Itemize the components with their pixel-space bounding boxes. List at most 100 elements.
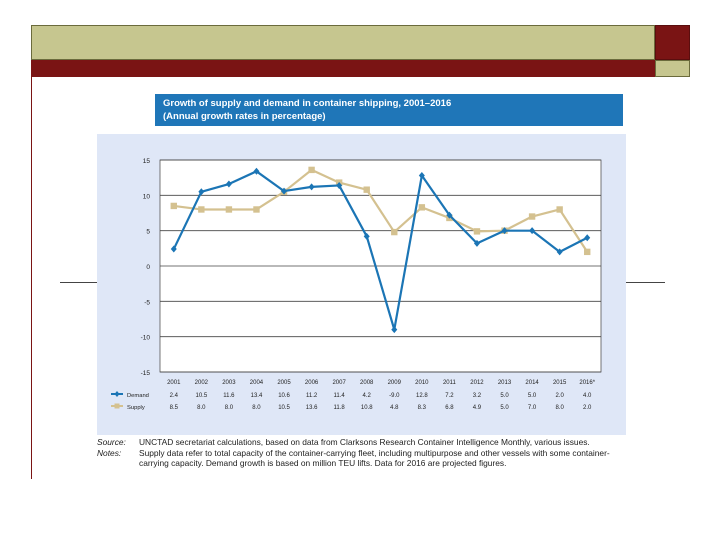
supply-point [253, 206, 260, 213]
x-tick-label: 2006 [305, 380, 319, 386]
demand-point [281, 187, 288, 195]
legend-marker [114, 391, 120, 397]
supply-point [308, 166, 315, 174]
supply-point [556, 206, 563, 213]
data-label: -9.0 [389, 393, 400, 399]
data-label: 8.0 [555, 405, 564, 411]
x-tick-label: 2007 [332, 380, 346, 386]
data-label: 8.0 [225, 405, 234, 411]
data-label: 4.2 [363, 393, 372, 399]
figure-panel: Growth of supply and demand in container… [97, 92, 626, 480]
data-label: 10.5 [196, 393, 208, 399]
demand-point [363, 232, 370, 240]
x-tick-label: 2004 [250, 380, 264, 386]
x-tick-label: 2014 [525, 380, 539, 386]
demand-point [198, 188, 205, 196]
y-tick-label: 5 [146, 229, 150, 236]
demand-point [446, 211, 453, 219]
x-tick-label: 2005 [277, 380, 291, 386]
supply-point [170, 202, 177, 210]
figure-notes: Source: UNCTAD secretariat calculations,… [97, 437, 626, 469]
data-label: 4.9 [473, 405, 482, 411]
data-label: 8.3 [418, 405, 427, 411]
data-label: 7.2 [445, 393, 454, 399]
supply-point [418, 204, 426, 211]
supply-point [363, 186, 370, 193]
y-tick-label: -5 [144, 299, 150, 306]
data-label: 11.2 [306, 393, 318, 399]
corner-square-top [655, 25, 690, 60]
legend-label: Demand [127, 393, 149, 399]
demand-point [391, 326, 398, 334]
data-label: 13.6 [306, 405, 318, 411]
supply-point [584, 248, 591, 256]
corner-square-bottom [655, 60, 690, 77]
y-tick-label: -15 [141, 370, 151, 377]
data-label: 5.0 [500, 393, 509, 399]
series-line-demand [172, 170, 588, 331]
supply-point [391, 228, 398, 236]
demand-point [253, 167, 260, 175]
demand-point [473, 239, 480, 247]
data-label: 2.0 [555, 393, 564, 399]
line-chart: 15 10 5 0 -5 -10 -15 2001 2002 2003 2004 2005 2006 20… [111, 158, 602, 411]
demand-point [336, 181, 343, 189]
demand-point [225, 180, 232, 188]
notes-label: Notes: [97, 447, 122, 458]
demand-point [170, 245, 177, 253]
series-line-supply [173, 168, 589, 253]
data-label: 5.0 [528, 393, 537, 399]
chart-title-box: Growth of supply and demand in container… [155, 94, 623, 126]
x-tick-label: 2008 [360, 380, 374, 386]
header-band [31, 25, 655, 60]
data-label: 11.6 [223, 393, 235, 399]
y-tick-label: -10 [141, 335, 151, 342]
x-tick-label: 2002 [195, 380, 209, 386]
demand-point [584, 234, 591, 242]
chart-title: Growth of supply and demand in container… [163, 98, 452, 109]
x-tick-label: 2012 [470, 380, 484, 386]
data-label: 13.4 [251, 393, 263, 399]
source-text: UNCTAD secretariat calculations, based o… [139, 437, 590, 447]
supply-point [198, 206, 205, 213]
legend-label: Supply [127, 405, 145, 411]
x-tick-label: 2015 [553, 380, 567, 386]
data-label: 11.8 [334, 405, 346, 411]
demand-point [501, 227, 508, 235]
legend-marker [114, 403, 120, 409]
data-label: 7.0 [528, 405, 537, 411]
header-stripe [31, 60, 655, 77]
y-tick-label: 15 [143, 158, 151, 165]
data-label: 5.0 [500, 405, 509, 411]
chart-subtitle: (Annual growth rates in percentage) [163, 111, 326, 122]
data-label: 10.8 [361, 405, 373, 411]
data-label: 2.0 [583, 405, 592, 411]
demand-point [556, 248, 563, 256]
data-label: 6.8 [445, 405, 454, 411]
demand-point [308, 183, 315, 191]
data-label: 2.4 [170, 393, 179, 399]
data-label: 8.0 [197, 405, 206, 411]
demand-point [529, 227, 536, 235]
x-tick-label: 2016* [579, 380, 595, 386]
x-tick-label: 2013 [498, 380, 512, 386]
data-label: 4.8 [390, 405, 399, 411]
divider-right [626, 282, 665, 283]
data-label: 3.2 [473, 393, 482, 399]
data-label: 10.5 [278, 405, 290, 411]
y-tick-label: 0 [146, 264, 150, 271]
left-rule [31, 77, 32, 479]
supply-point [528, 213, 536, 220]
data-label: 4.0 [583, 393, 592, 399]
data-label: 8.5 [170, 405, 179, 411]
notes-text: Supply data refer to total capacity of t… [139, 447, 610, 469]
x-tick-label: 2001 [167, 380, 181, 386]
y-tick-label: 10 [143, 193, 151, 200]
x-tick-label: 2003 [222, 380, 236, 386]
data-label: 10.6 [278, 393, 290, 399]
x-tick-label: 2010 [415, 380, 429, 386]
data-label: 12.8 [416, 393, 428, 399]
divider-left [60, 282, 97, 283]
data-label: 8.0 [252, 405, 261, 411]
supply-point [473, 228, 481, 235]
